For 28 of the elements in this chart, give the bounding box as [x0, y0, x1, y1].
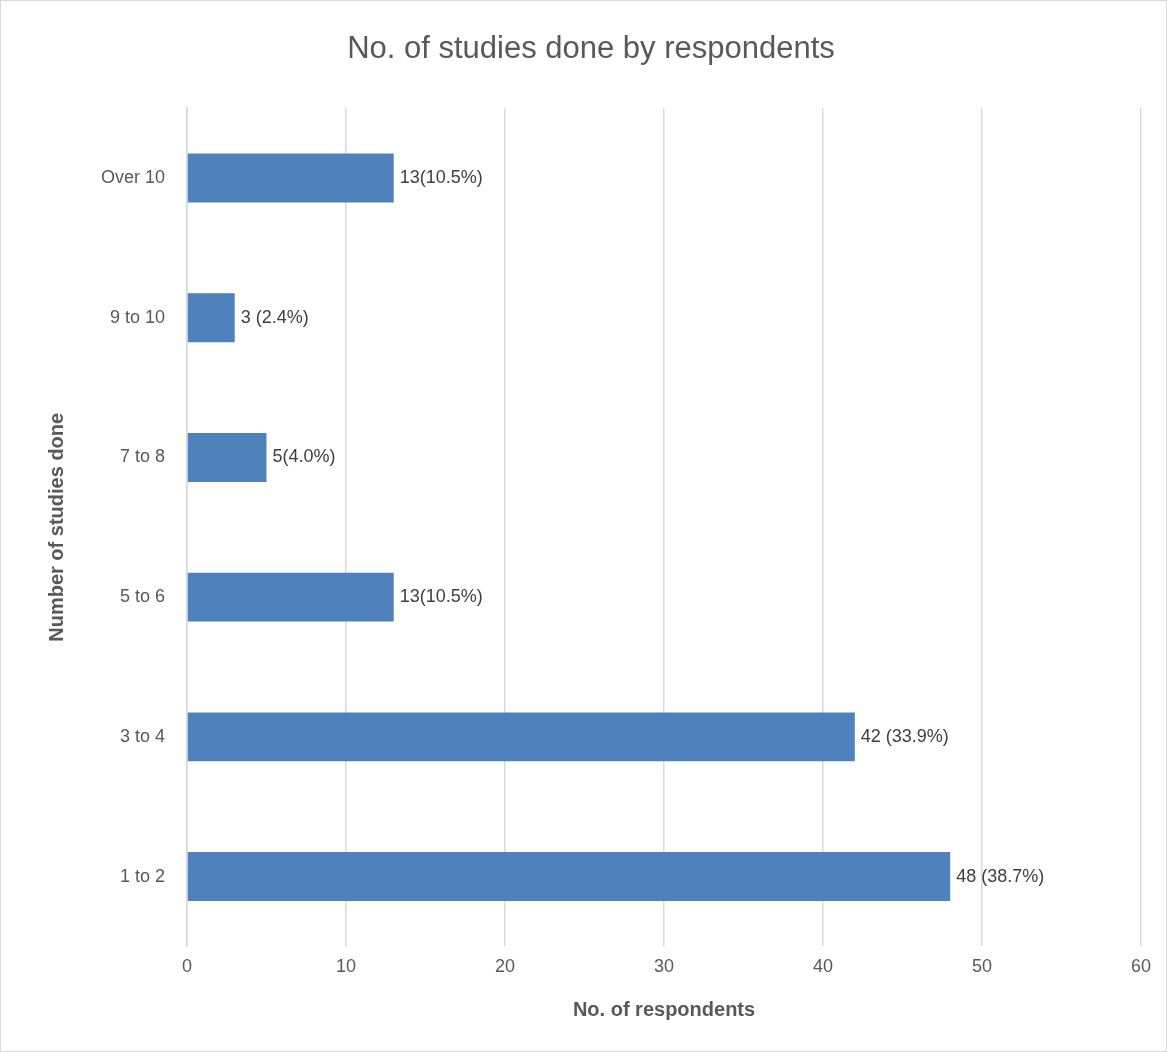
x-axis-title: No. of respondents	[572, 997, 756, 1020]
x-tick-label: 40	[812, 956, 834, 977]
data-label: 13(10.5%)	[399, 586, 483, 607]
bar	[187, 433, 267, 482]
y-tick-label: 3 to 4	[119, 725, 166, 746]
data-label: 13(10.5%)	[399, 167, 483, 188]
data-label: 3 (2.4%)	[240, 306, 309, 327]
y-tick-label: 5 to 6	[119, 586, 166, 607]
y-tick-label: 1 to 2	[119, 865, 166, 886]
x-tick-label: 30	[654, 956, 675, 977]
bar	[187, 293, 235, 343]
y-tick-label: 7 to 8	[119, 446, 166, 467]
x-tick-label: 0	[182, 956, 193, 977]
data-label: 48 (38.7%)	[956, 865, 1045, 886]
bar	[187, 572, 394, 622]
bar	[187, 852, 951, 901]
y-tick-label: 9 to 10	[109, 306, 166, 327]
x-tick-label: 20	[495, 956, 516, 977]
x-tick-label: 10	[336, 956, 357, 977]
data-label: 5(4.0%)	[272, 446, 336, 467]
x-tick-label: 60	[1130, 956, 1152, 977]
bar	[187, 712, 855, 762]
y-tick-label: Over 10	[101, 167, 166, 188]
chart-title: No. of studies done by respondents	[347, 30, 835, 66]
y-axis-title: Number of studies done	[44, 412, 67, 642]
data-label: 42 (33.9%)	[860, 725, 949, 746]
x-tick-label: 50	[971, 956, 993, 977]
bar	[187, 153, 394, 203]
